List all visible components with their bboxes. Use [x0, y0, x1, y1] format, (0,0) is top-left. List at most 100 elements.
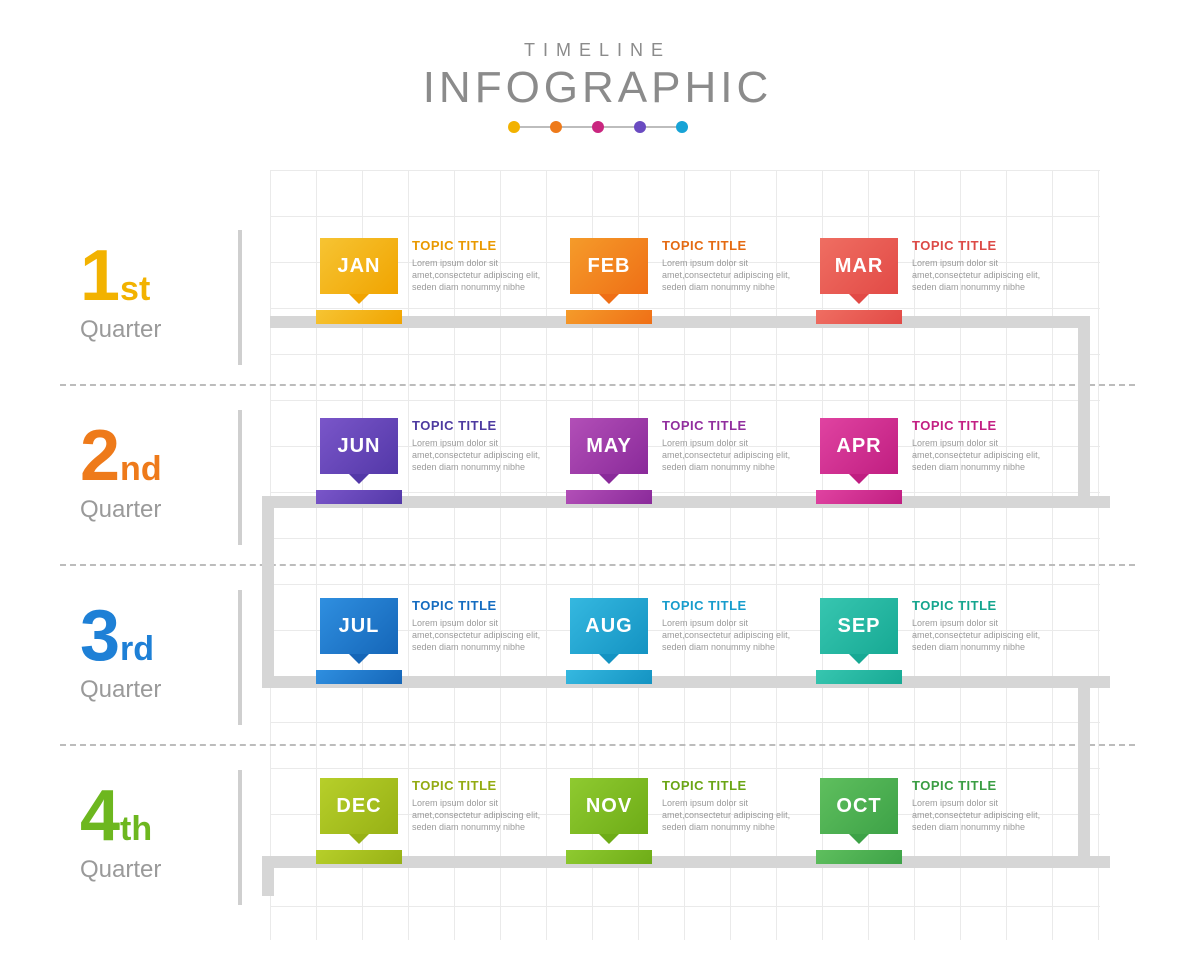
month-underline — [316, 670, 402, 684]
quarter-word: Quarter — [80, 316, 260, 344]
topic-body: Lorem ipsum dolor sit amet,consectetur a… — [412, 797, 567, 833]
month-item: JUL TOPIC TITLE Lorem ipsum dolor sit amet… — [320, 598, 570, 688]
month-badge: AUG — [570, 598, 648, 654]
header-dot-row — [0, 121, 1195, 133]
quarter-suffix: rd — [120, 630, 154, 668]
month-text: TOPIC TITLE Lorem ipsum dolor sit amet,co… — [912, 778, 1067, 833]
month-text: TOPIC TITLE Lorem ipsum dolor sit amet,co… — [662, 598, 817, 653]
month-abbr: JUN — [337, 435, 380, 458]
header-dot-connector — [520, 126, 550, 128]
topic-title: TOPIC TITLE — [912, 418, 1067, 433]
month-item: OCT TOPIC TITLE Lorem ipsum dolor sit amet… — [820, 778, 1070, 868]
month-badge: SEP — [820, 598, 898, 654]
topic-body: Lorem ipsum dolor sit amet,consectetur a… — [412, 257, 567, 293]
month-text: TOPIC TITLE Lorem ipsum dolor sit amet,co… — [662, 778, 817, 833]
header-dot — [592, 121, 604, 133]
month-text: TOPIC TITLE Lorem ipsum dolor sit amet,co… — [662, 238, 817, 293]
month-item: MAR TOPIC TITLELorem ipsum dolor sit amet… — [820, 238, 1070, 328]
quarter-vertical-bar — [238, 410, 242, 545]
quarter-number: 1 — [80, 240, 120, 312]
topic-title: TOPIC TITLE — [662, 418, 817, 433]
chevron-down-icon — [349, 294, 369, 304]
quarter-vertical-bar — [238, 230, 242, 365]
month-underline — [566, 850, 652, 864]
topic-title: TOPIC TITLE — [662, 238, 817, 253]
topic-body: Lorem ipsum dolor sit amet,consectetur a… — [912, 797, 1067, 833]
month-underline — [816, 310, 902, 324]
header-dot-connector — [646, 126, 676, 128]
month-abbr: DEC — [336, 795, 381, 818]
quarter-number: 3 — [80, 600, 120, 672]
row-separator — [60, 744, 1135, 746]
topic-title: TOPIC TITLE — [912, 238, 1067, 253]
row-separator — [60, 384, 1135, 386]
row-separator — [60, 564, 1135, 566]
header-dot — [634, 121, 646, 133]
topic-body: Lorem ipsum dolor sit amet,consectetur a… — [912, 437, 1067, 473]
infographic-canvas: { "header": { "sup": "TIMELINE", "main":… — [0, 0, 1195, 980]
topic-title: TOPIC TITLE — [662, 778, 817, 793]
topic-body: Lorem ipsum dolor sit amet,consectetur a… — [412, 617, 567, 653]
quarter-label: 3rd Quarter — [80, 600, 260, 704]
chevron-down-icon — [599, 474, 619, 484]
chevron-down-icon — [599, 654, 619, 664]
month-item: NOV TOPIC TITLE Lorem ipsum dolor sit amet… — [570, 778, 820, 868]
month-badge: NOV — [570, 778, 648, 834]
month-abbr: FEB — [588, 255, 631, 278]
month-abbr: JUL — [339, 615, 380, 638]
month-text: TOPIC TITLE Lorem ipsum dolor sit amet,co… — [912, 418, 1067, 473]
header-dot — [550, 121, 562, 133]
topic-title: TOPIC TITLE — [412, 598, 567, 613]
chevron-down-icon — [599, 834, 619, 844]
topic-body: Lorem ipsum dolor sit amet,consectetur a… — [662, 617, 817, 653]
quarter-suffix: st — [120, 270, 150, 308]
header-dot — [508, 121, 520, 133]
quarter-label: 1st Quarter — [80, 240, 260, 344]
month-item: JAN TOPIC TITLE Lorem ipsum dolor sit amet… — [320, 238, 570, 328]
month-underline — [316, 310, 402, 324]
quarter-word: Quarter — [80, 676, 260, 704]
month-item: FEB TOPIC TITLE Lorem ipsum dolor sit amet… — [570, 238, 820, 328]
month-badge: APR — [820, 418, 898, 474]
month-badge: FEB — [570, 238, 648, 294]
topic-body: Lorem ipsum dolor sit amet,consectetur a… — [662, 437, 817, 473]
month-badge: MAY — [570, 418, 648, 474]
month-underline — [816, 670, 902, 684]
topic-title: TOPIC TITLE — [412, 238, 567, 253]
month-underline — [816, 490, 902, 504]
chevron-down-icon — [349, 474, 369, 484]
topic-body: Lorem ipsum dolor sit amet,consectetur a… — [912, 617, 1067, 653]
month-text: TOPIC TITLE Lorem ipsum dolor sit amet,co… — [412, 238, 567, 293]
month-underline — [316, 490, 402, 504]
month-abbr: NOV — [586, 795, 632, 818]
month-text: TOPIC TITLELorem ipsum dolor sit amet,co… — [912, 238, 1067, 293]
topic-title: TOPIC TITLE — [912, 778, 1067, 793]
topic-body: Lorem ipsum dolor sit amet,consectetur a… — [662, 257, 817, 293]
month-badge: JAN — [320, 238, 398, 294]
quarter-suffix: th — [120, 810, 152, 848]
chevron-down-icon — [349, 654, 369, 664]
topic-title: TOPIC TITLE — [412, 778, 567, 793]
month-badge: MAR — [820, 238, 898, 294]
topic-title: TOPIC TITLE — [662, 598, 817, 613]
quarter-word: Quarter — [80, 496, 260, 524]
quarter-vertical-bar — [238, 590, 242, 725]
timeline-path — [262, 496, 274, 688]
header: TIMELINE INFOGRAPHIC — [0, 40, 1195, 133]
month-abbr: MAR — [835, 255, 884, 278]
quarter-number: 4 — [80, 780, 120, 852]
topic-body: Lorem ipsum dolor sit amet,consectetur a… — [662, 797, 817, 833]
chevron-down-icon — [599, 294, 619, 304]
chevron-down-icon — [849, 294, 869, 304]
month-text: TOPIC TITLE Lorem ipsum dolor sit amet,co… — [662, 418, 817, 473]
month-item: DEC TOPIC TITLE Lorem ipsum dolor sit amet… — [320, 778, 570, 868]
month-item: SEPTOPIC TITLELorem ipsum dolor sit amet… — [820, 598, 1070, 688]
header-dot — [676, 121, 688, 133]
header-dot-connector — [562, 126, 592, 128]
month-abbr: OCT — [836, 795, 881, 818]
month-text: TOPIC TITLE Lorem ipsum dolor sit amet,co… — [412, 598, 567, 653]
month-text: TOPIC TITLELorem ipsum dolor sit amet,co… — [412, 418, 567, 473]
month-item: MAY TOPIC TITLE Lorem ipsum dolor sit amet… — [570, 418, 820, 508]
month-badge: JUN — [320, 418, 398, 474]
month-underline — [816, 850, 902, 864]
